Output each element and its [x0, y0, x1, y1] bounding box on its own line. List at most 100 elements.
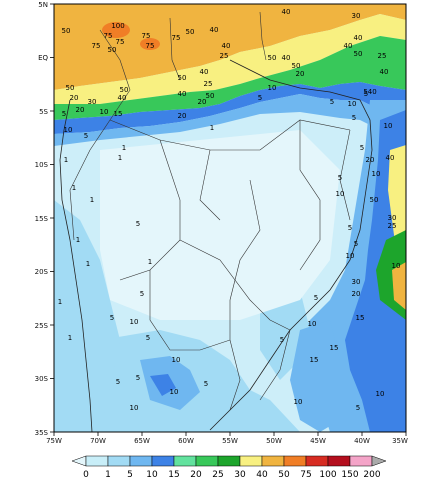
contour-value-label: 1	[148, 258, 152, 266]
contour-value-label: 100	[111, 22, 124, 30]
contour-value-label: 1	[210, 124, 214, 132]
contour-value-label: 15	[330, 344, 339, 352]
contour-value-label: 5	[280, 336, 284, 344]
legend-swatch	[261, 455, 285, 467]
contour-value-label: 50	[120, 86, 129, 94]
contour-value-label: 1	[118, 154, 122, 162]
contour-value-label: 50	[354, 50, 363, 58]
contour-value-label: 1	[90, 196, 94, 204]
contour-value-label: 1	[58, 298, 62, 306]
precipitation-field	[54, 4, 406, 432]
contour-value-label: 5	[356, 404, 360, 412]
country-borders	[69, 11, 351, 411]
contour-value-label: 5	[110, 314, 114, 322]
contour-value-label: 10	[268, 84, 277, 92]
contour-value-label: 1	[122, 144, 126, 152]
contour-value-label: 5	[258, 94, 262, 102]
legend-tick-label: 5	[127, 470, 133, 480]
legend-tick-label: 150	[341, 470, 358, 480]
contour-value-label: 75	[92, 42, 101, 50]
contour-value-label: 5	[330, 98, 334, 106]
contour-value-label: 10	[100, 108, 109, 116]
contour-value-label: 1	[68, 334, 72, 342]
contour-value-label: 30	[388, 214, 397, 222]
lat-label: 5S	[39, 108, 48, 116]
contour-value-label: 40	[282, 8, 291, 16]
legend-tick-label: 30	[234, 470, 246, 480]
lon-label: 70W	[90, 437, 106, 445]
legend-tick-label: 200	[363, 470, 380, 480]
contour-value-label: 10	[308, 320, 317, 328]
lon-label: 45W	[310, 437, 326, 445]
lat-label: 5N	[38, 1, 48, 9]
contour-value-label: 10	[294, 398, 303, 406]
contour-value-label: 10	[384, 122, 393, 130]
tick-marks	[50, 3, 407, 436]
contour-value-label: 20	[76, 106, 85, 114]
contour-value-label: 5	[62, 110, 66, 118]
contour-value-label: 15	[356, 314, 365, 322]
contour-value-label: 50	[62, 27, 71, 35]
contour-value-label: 50	[370, 196, 379, 204]
legend-swatch	[129, 455, 153, 467]
contour-value-label: 5	[116, 378, 120, 386]
contour-value-label: 40	[178, 90, 187, 98]
lat-label: 10S	[35, 161, 49, 169]
lon-label: 40W	[354, 437, 370, 445]
legend-swatch	[305, 455, 329, 467]
contour-value-label: 40	[344, 42, 353, 50]
legend-tick-label: 0	[83, 470, 89, 480]
lon-label: 55W	[222, 437, 238, 445]
contour-value-label: 50	[268, 54, 277, 62]
contour-value-label: 10	[348, 100, 357, 108]
legend-tick-label: 75	[300, 470, 311, 480]
contour-value-label: 10	[346, 252, 355, 260]
contour-value-label: 50	[206, 92, 215, 100]
contour-value-label: 5	[204, 380, 208, 388]
contour-value-label: 10	[170, 388, 179, 396]
lat-label: EQ	[38, 54, 48, 62]
legend-tick-label: 1	[105, 470, 111, 480]
lon-label: 60W	[178, 437, 194, 445]
legend-swatch	[85, 455, 109, 467]
contour-value-label: 40	[210, 26, 219, 34]
contour-value-label: 10	[392, 262, 401, 270]
contour-value-label: 10	[64, 126, 73, 134]
contour-value-label: 10	[336, 190, 345, 198]
legend-tick-label: 100	[319, 470, 336, 480]
contour-value-label: 1	[76, 236, 80, 244]
contour-value-label: 5	[84, 132, 88, 140]
contour-value-label: 20	[70, 94, 79, 102]
legend-swatch	[107, 455, 131, 467]
contour-value-label: 40	[386, 154, 395, 162]
contour-value-label: 1	[86, 260, 90, 268]
contour-value-label: 25	[204, 80, 213, 88]
lat-label: 30S	[35, 375, 49, 383]
contour-value-label: 10	[376, 390, 385, 398]
contour-value-label: 30	[352, 12, 361, 20]
contour-value-label: 5	[338, 174, 342, 182]
contour-value-label: 50	[186, 28, 195, 36]
contour-value-label: 5	[136, 220, 140, 228]
legend-tick-label: 40	[256, 470, 268, 480]
contour-value-label: 40	[380, 68, 389, 76]
contour-value-label: 15	[114, 110, 123, 118]
contour-value-label: 40	[282, 54, 291, 62]
contour-value-label: 5	[352, 114, 356, 122]
contour-value-label: 5	[348, 224, 352, 232]
contour-value-label: 75	[142, 32, 151, 40]
contour-value-label: 5	[136, 374, 140, 382]
legend-swatch	[71, 455, 87, 467]
contour-value-label: 75	[146, 42, 155, 50]
longitude-labels: 75W 70W 65W 60W 55W 50W 45W 40W 35W	[46, 437, 408, 445]
contour-value-label: 5	[314, 294, 318, 302]
contour-value-label: 25	[378, 52, 387, 60]
lon-label: 75W	[46, 437, 62, 445]
contour-value-label: 20	[366, 156, 375, 164]
contour-value-label: 20	[352, 290, 361, 298]
contour-value-label: 1	[72, 184, 76, 192]
contour-value-label: 50	[292, 62, 301, 70]
lon-label: 35W	[392, 437, 408, 445]
lat-label: 15S	[35, 215, 49, 223]
